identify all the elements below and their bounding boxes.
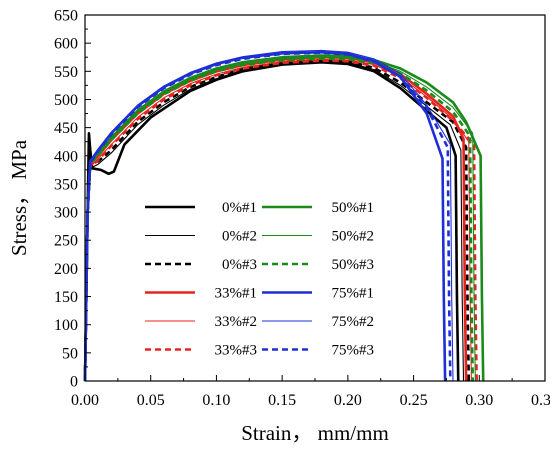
y-tick-label: 400 (54, 148, 78, 165)
series-line-1 (83, 61, 460, 382)
legend-label: 75%#2 (332, 314, 375, 330)
x-axis: 0.00 0.05 0.10 0.15 0.20 0.25 0.30 0.35 (71, 375, 550, 409)
series-line-10 (83, 50, 447, 382)
series-line-6 (83, 59, 478, 382)
legend-label: 75%#1 (332, 286, 375, 302)
series-line-9 (83, 57, 475, 382)
x-tick-label: 0.20 (334, 392, 362, 409)
y-tick-label: 550 (54, 64, 78, 81)
y-tick-label: 250 (54, 233, 78, 250)
legend-label: 33%#2 (215, 314, 258, 330)
series-line-3 (83, 58, 471, 382)
y-tick-label: 0 (70, 374, 78, 391)
x-tick-label: 0.00 (71, 392, 99, 409)
x-tick-label: 0.35 (531, 392, 550, 409)
y-tick-label: 100 (54, 317, 78, 334)
legend-label: 50%#1 (332, 200, 375, 216)
legend: 0%#1 50%#1 0%#2 50%#2 0%#3 50%#3 33%#1 75%#1 33%… (145, 200, 374, 359)
legend-label: 50%#3 (332, 257, 375, 273)
x-tick-label: 0.05 (137, 392, 165, 409)
series-line-12 (83, 51, 452, 382)
series-line-7 (83, 54, 485, 382)
legend-label: 0%#1 (222, 200, 257, 216)
y-axis: 0 50 100 150 200 250 300 350 400 450 500 550 600 650 (54, 8, 91, 391)
legend-label: 50%#2 (332, 229, 375, 245)
legend-label: 75%#3 (332, 343, 375, 359)
y-tick-label: 50 (62, 345, 78, 362)
y-tick-label: 500 (54, 92, 78, 109)
y-tick-label: 450 (54, 120, 78, 137)
y-tick-label: 350 (54, 176, 78, 193)
y-tick-label: 200 (54, 261, 78, 278)
series-layer (83, 49, 485, 382)
y-tick-label: 650 (54, 8, 78, 25)
y-tick-label: 300 (54, 205, 78, 222)
x-tick-label: 0.30 (465, 392, 493, 409)
x-tick-label: 0.15 (268, 392, 296, 409)
x-tick-label: 0.25 (400, 392, 428, 409)
y-tick-label: 150 (54, 289, 78, 306)
legend-label: 0%#3 (222, 257, 257, 273)
legend-label: 33%#1 (215, 286, 258, 302)
series-line-11 (84, 49, 454, 382)
x-tick-label: 0.10 (202, 392, 230, 409)
legend-label: 0%#2 (222, 229, 257, 245)
x-axis-title: Strain， mm/mm (241, 421, 389, 445)
y-axis-title: Stress， MPa (7, 139, 31, 256)
legend-label: 33%#3 (215, 343, 258, 359)
y-tick-label: 600 (54, 36, 78, 53)
